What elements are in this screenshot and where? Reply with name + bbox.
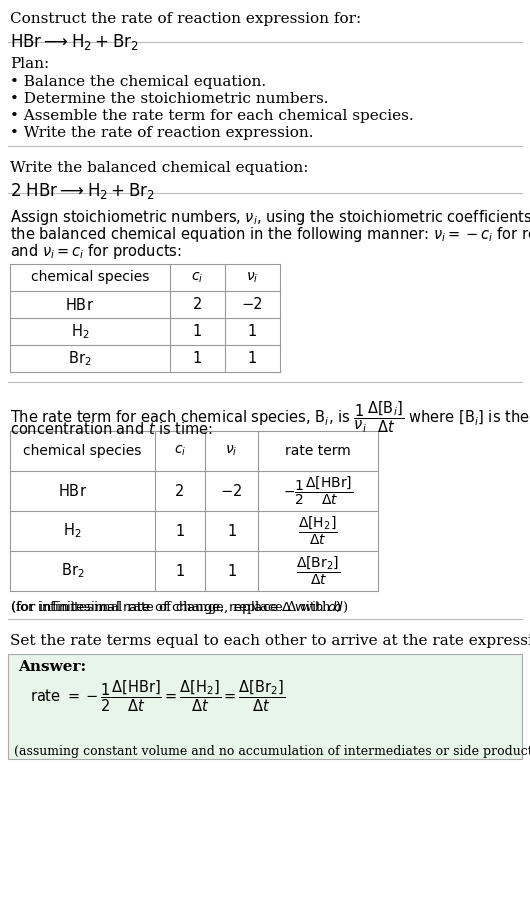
Text: $c_i$: $c_i$ <box>174 444 186 459</box>
Text: 2: 2 <box>193 297 202 312</box>
Text: and $\nu_i = c_i$ for products:: and $\nu_i = c_i$ for products: <box>10 242 182 261</box>
Text: $\dfrac{\Delta[\mathrm{Br_2}]}{\Delta t}$: $\dfrac{\Delta[\mathrm{Br_2}]}{\Delta t}… <box>296 555 340 587</box>
Text: Set the rate terms equal to each other to arrive at the rate expression:: Set the rate terms equal to each other t… <box>10 634 530 648</box>
Text: • Balance the chemical equation.: • Balance the chemical equation. <box>10 75 266 89</box>
Text: $\mathrm{HBr} \longrightarrow \mathrm{H_2 + Br_2}$: $\mathrm{HBr} \longrightarrow \mathrm{H_… <box>10 32 139 52</box>
Text: 2: 2 <box>175 483 184 499</box>
Text: (for infinitesimal rate of change, replace $\Delta$ with $d$): (for infinitesimal rate of change, repla… <box>10 599 342 616</box>
Text: chemical species: chemical species <box>31 270 149 285</box>
Text: 1: 1 <box>175 563 184 579</box>
Text: the balanced chemical equation in the following manner: $\nu_i = -c_i$ for react: the balanced chemical equation in the fo… <box>10 225 530 244</box>
Text: $-\dfrac{1}{2}\dfrac{\Delta[\mathrm{HBr}]}{\Delta t}$: $-\dfrac{1}{2}\dfrac{\Delta[\mathrm{HBr}… <box>283 475 353 507</box>
Text: 1: 1 <box>175 523 184 539</box>
Text: $\mathrm{H_2}$: $\mathrm{H_2}$ <box>70 322 89 341</box>
Text: −2: −2 <box>242 297 263 312</box>
Text: $\mathrm{HBr}$: $\mathrm{HBr}$ <box>58 483 87 499</box>
Text: 1: 1 <box>248 324 257 339</box>
Text: $1$: $1$ <box>226 523 236 539</box>
Text: • Determine the stoichiometric numbers.: • Determine the stoichiometric numbers. <box>10 92 329 106</box>
Text: chemical species: chemical species <box>23 444 142 458</box>
Text: • Write the rate of reaction expression.: • Write the rate of reaction expression. <box>10 126 314 140</box>
Text: Assign stoichiometric numbers, $\nu_i$, using the stoichiometric coefficients, $: Assign stoichiometric numbers, $\nu_i$, … <box>10 208 530 227</box>
Text: rate $= -\dfrac{1}{2}\dfrac{\Delta[\mathrm{HBr}]}{\Delta t} = \dfrac{\Delta[\mat: rate $= -\dfrac{1}{2}\dfrac{\Delta[\math… <box>30 678 286 713</box>
Text: $\mathrm{Br_2}$: $\mathrm{Br_2}$ <box>68 349 92 368</box>
Text: $\mathrm{Br_2}$: $\mathrm{Br_2}$ <box>61 561 84 581</box>
Text: $\nu_i$: $\nu_i$ <box>225 444 237 459</box>
Text: 1: 1 <box>248 351 257 366</box>
Text: concentration and $t$ is time:: concentration and $t$ is time: <box>10 421 213 437</box>
Text: $\mathrm{H_2}$: $\mathrm{H_2}$ <box>63 521 82 541</box>
Text: (for infinitesimal rate of change, replace Δ with $d$): (for infinitesimal rate of change, repla… <box>10 599 348 616</box>
Text: rate term: rate term <box>285 444 351 458</box>
Text: $\dfrac{\Delta[\mathrm{H_2}]}{\Delta t}$: $\dfrac{\Delta[\mathrm{H_2}]}{\Delta t}$ <box>298 515 338 547</box>
Text: • Assemble the rate term for each chemical species.: • Assemble the rate term for each chemic… <box>10 109 413 123</box>
Text: 1: 1 <box>193 324 202 339</box>
Text: $1$: $1$ <box>226 563 236 579</box>
Text: $\mathrm{HBr}$: $\mathrm{HBr}$ <box>65 297 94 312</box>
Text: Plan:: Plan: <box>10 57 49 71</box>
Text: $\mathrm{2\ HBr} \longrightarrow \mathrm{H_2 + Br_2}$: $\mathrm{2\ HBr} \longrightarrow \mathrm… <box>10 181 155 201</box>
Text: $-2$: $-2$ <box>220 483 243 499</box>
Text: (assuming constant volume and no accumulation of intermediates or side products): (assuming constant volume and no accumul… <box>14 745 530 758</box>
Text: 1: 1 <box>193 351 202 366</box>
Text: The rate term for each chemical species, $\mathrm{B}_i$, is $\dfrac{1}{\nu_i}\df: The rate term for each chemical species,… <box>10 399 530 435</box>
Text: Write the balanced chemical equation:: Write the balanced chemical equation: <box>10 161 308 175</box>
Text: $\nu_i$: $\nu_i$ <box>246 270 259 285</box>
FancyBboxPatch shape <box>8 654 522 759</box>
Text: Construct the rate of reaction expression for:: Construct the rate of reaction expressio… <box>10 12 361 26</box>
Text: Answer:: Answer: <box>18 660 86 674</box>
Text: $c_i$: $c_i$ <box>191 270 204 285</box>
